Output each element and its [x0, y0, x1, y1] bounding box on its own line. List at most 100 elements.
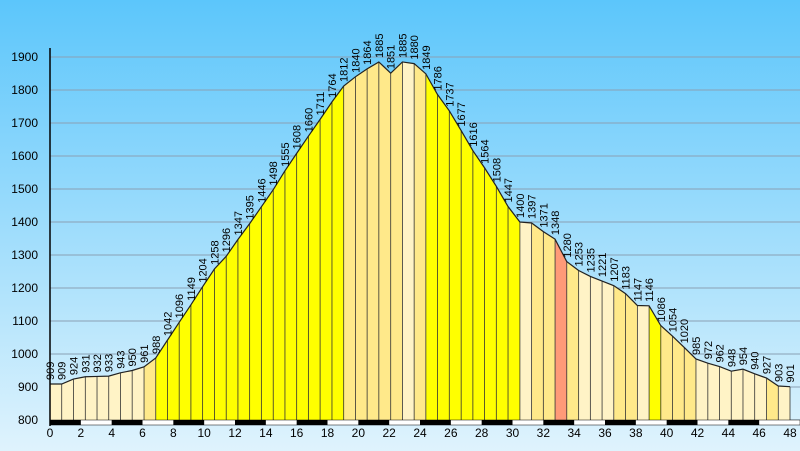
value-label: 1296: [221, 228, 233, 252]
y-tick-label: 1100: [12, 314, 38, 328]
x-tick-label: 34: [567, 426, 581, 440]
segment: [214, 256, 227, 420]
value-label: 1660: [303, 108, 315, 132]
segment: [144, 357, 156, 420]
x-tick-label: 10: [197, 426, 211, 440]
value-label: 1096: [174, 294, 186, 318]
x-tick-label: 8: [170, 426, 177, 440]
segment: [437, 94, 450, 421]
profile-line: [50, 61, 791, 388]
value-label: 1677: [456, 102, 468, 126]
value-label: 1812: [339, 58, 351, 82]
value-label: 909: [45, 362, 57, 380]
segment: [625, 293, 638, 420]
value-label: 1348: [550, 211, 562, 235]
y-tick-label: 900: [18, 380, 38, 394]
value-label: 932: [92, 354, 104, 372]
segment: [484, 167, 497, 420]
value-label: 1616: [468, 122, 480, 146]
value-label: 1608: [292, 125, 304, 149]
segment: [472, 150, 485, 420]
segment: [61, 379, 74, 420]
x-tick-label: 0: [47, 426, 54, 440]
scale-block: [481, 420, 513, 425]
x-tick-label: 32: [537, 426, 551, 440]
segment: [355, 68, 368, 420]
value-label: 985: [691, 337, 703, 355]
segment: [402, 61, 415, 420]
segment: [742, 369, 755, 420]
x-tick-label: 42: [691, 426, 705, 440]
profile: [49, 61, 791, 421]
value-label: 1280: [562, 233, 574, 257]
segment: [320, 101, 332, 420]
value-label: 933: [104, 354, 116, 372]
value-label: 1020: [679, 319, 691, 343]
segment: [684, 347, 696, 420]
segment: [284, 153, 297, 421]
x-tick-label: 30: [506, 426, 520, 440]
segment: [97, 376, 109, 420]
y-tick-label: 1500: [11, 182, 38, 196]
segment: [590, 276, 603, 420]
scale-block: [728, 420, 760, 425]
value-label: 950: [127, 348, 139, 366]
value-label: 1711: [315, 92, 327, 116]
segment: [613, 285, 626, 420]
scale-block: [543, 420, 575, 425]
segment: [566, 261, 579, 420]
segment: [202, 268, 215, 420]
x-tick-label: 16: [290, 426, 304, 440]
segment: [343, 76, 356, 421]
value-label: 1885: [397, 33, 409, 57]
segment: [155, 340, 168, 420]
segment: [425, 73, 438, 420]
y-tick-label: 1400: [11, 215, 38, 229]
value-label: 1221: [597, 253, 609, 277]
scale-block: [235, 420, 266, 425]
x-tick-label: 22: [382, 426, 396, 440]
value-label: 1147: [632, 278, 644, 302]
value-label: 901: [785, 364, 797, 382]
segment: [132, 366, 145, 420]
value-label: 1508: [491, 158, 503, 182]
value-label: 1258: [209, 240, 221, 264]
value-label: 1400: [515, 194, 527, 218]
x-tick-label: 14: [259, 426, 273, 440]
value-label: 1555: [280, 142, 292, 166]
segment: [331, 86, 344, 420]
segment: [296, 136, 309, 420]
segment: [519, 222, 532, 420]
y-tick-label: 1000: [11, 347, 38, 361]
segment: [731, 369, 743, 420]
value-label: 1149: [186, 277, 198, 301]
value-label: 1207: [609, 257, 621, 281]
segment: [672, 336, 685, 420]
value-label: 903: [773, 364, 785, 382]
segment: [555, 239, 567, 420]
segment: [261, 189, 274, 420]
value-label: 1183: [621, 266, 633, 290]
scale-block: [666, 420, 698, 425]
segment: [237, 223, 250, 420]
segment: [461, 130, 473, 420]
value-label: 1498: [268, 161, 280, 185]
x-tick-label: 44: [722, 426, 736, 440]
x-tick-label: 24: [413, 426, 427, 440]
segment: [73, 376, 86, 420]
segment: [531, 222, 544, 420]
y-tick-label: 1200: [11, 281, 38, 295]
segment: [120, 370, 133, 420]
x-tick-label: 2: [77, 426, 84, 440]
segment: [85, 376, 98, 420]
segment: [190, 286, 203, 420]
value-label: 1371: [538, 203, 550, 227]
value-label: 972: [703, 341, 715, 359]
x-tick-label: 38: [629, 426, 643, 440]
segment: [543, 231, 556, 420]
x-tick-label: 36: [598, 426, 612, 440]
segment: [754, 373, 767, 420]
value-label: 1885: [374, 33, 386, 57]
x-tick-label: 12: [228, 426, 242, 440]
